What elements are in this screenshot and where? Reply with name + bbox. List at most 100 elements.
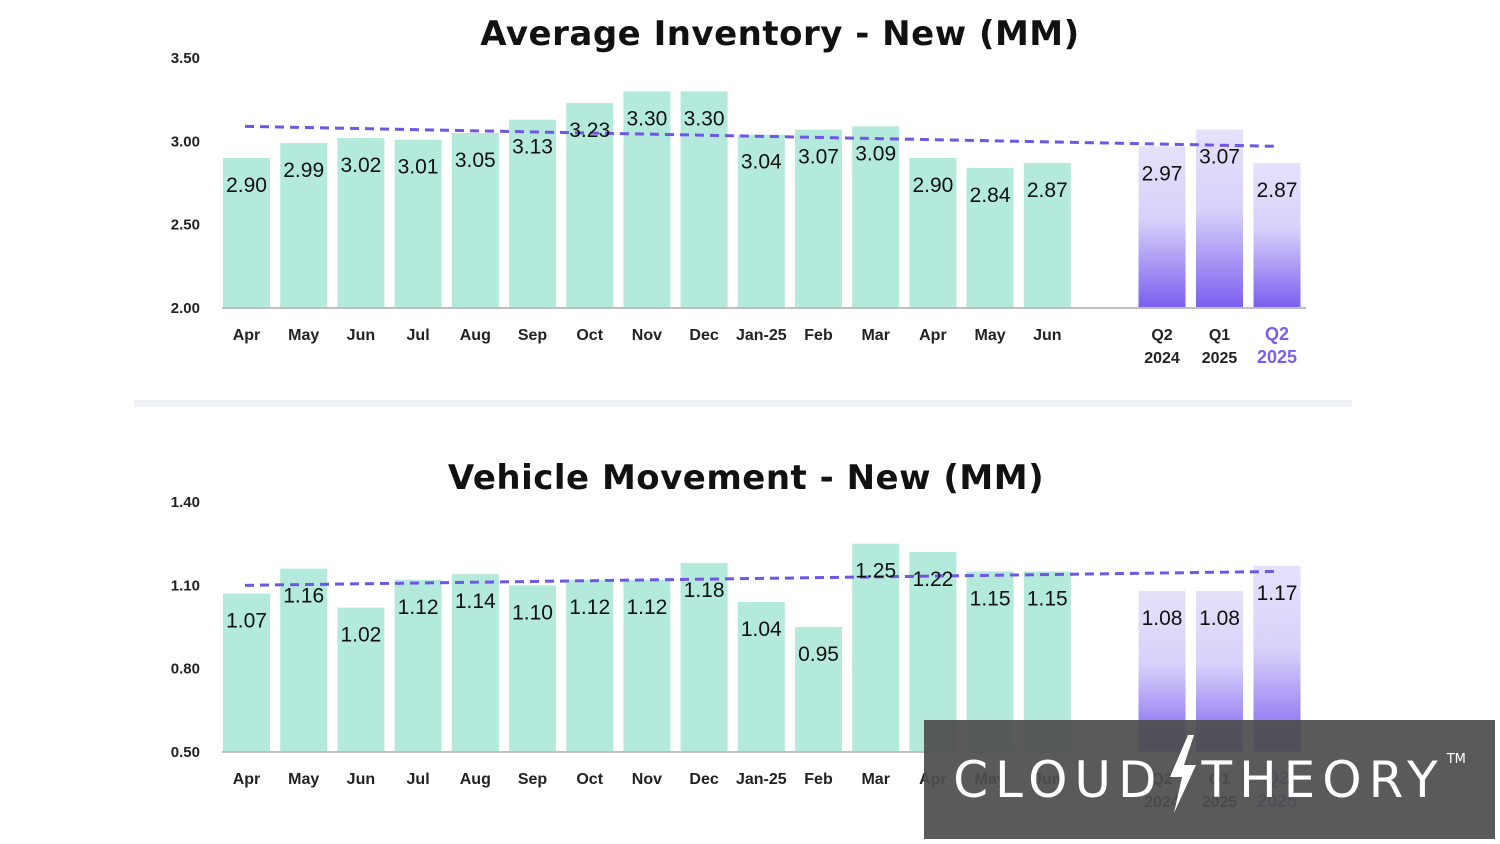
data-label: 1.12 xyxy=(626,596,667,619)
x-tick-label: Mar xyxy=(861,771,889,788)
section-divider xyxy=(134,400,1352,407)
y-tick-label: 3.50 xyxy=(171,50,200,67)
x-tick-label: Jun xyxy=(347,771,375,788)
data-label: 2.90 xyxy=(226,174,267,197)
month-bar xyxy=(280,568,328,752)
month-bar xyxy=(680,563,728,752)
month-bar xyxy=(223,593,270,752)
data-label: 2.97 xyxy=(1142,162,1183,185)
data-label: 1.12 xyxy=(398,596,439,619)
x-tick-label: Aug xyxy=(460,327,491,344)
month-bar xyxy=(737,602,785,752)
x-tick-label: Mar xyxy=(861,327,889,344)
month-bar xyxy=(451,133,499,308)
x-tick-label: Jan-25 xyxy=(736,327,787,344)
data-label: 2.84 xyxy=(970,184,1011,207)
data-label: 3.05 xyxy=(455,149,496,172)
data-label: 2.87 xyxy=(1027,179,1068,202)
x-tick-label: Sep xyxy=(518,771,548,788)
month-bar xyxy=(623,579,671,752)
data-label: 3.01 xyxy=(398,156,439,179)
y-tick-label: 0.50 xyxy=(171,744,200,761)
month-bar xyxy=(852,126,900,308)
inventory-chart: 2.00 2.50 3.00 3.50 2.90 2.99 3.02 3.01 3.05 3.13… xyxy=(171,50,1306,367)
x-tick-label: Dec xyxy=(689,327,718,344)
data-label: 3.07 xyxy=(1199,146,1240,169)
x-tick-label: Jun xyxy=(347,327,375,344)
month-bar xyxy=(223,158,270,308)
data-label: 2.90 xyxy=(912,174,953,197)
quarter-bar xyxy=(1196,129,1243,308)
x-tick-label: Apr xyxy=(233,327,261,344)
data-label: 1.10 xyxy=(512,601,553,624)
data-label: 3.23 xyxy=(569,119,610,142)
data-label: 3.13 xyxy=(512,136,553,159)
y-tick-label: 1.10 xyxy=(171,577,200,594)
month-bar xyxy=(737,134,785,308)
x-tick-label: Jul xyxy=(407,327,430,344)
logo-text-cloud: CLOUD xyxy=(953,750,1164,809)
data-label: 2.87 xyxy=(1257,179,1298,202)
month-bar xyxy=(394,139,442,308)
month-bar xyxy=(795,129,842,308)
data-label: 1.18 xyxy=(684,579,725,602)
month-bar xyxy=(795,627,842,752)
data-label: 2.99 xyxy=(283,159,324,182)
x-tick-label: Nov xyxy=(632,327,662,344)
x-tick-label: Nov xyxy=(632,771,662,788)
data-label: 1.12 xyxy=(569,596,610,619)
data-label: 1.25 xyxy=(855,560,896,583)
data-label: 3.09 xyxy=(855,142,896,165)
x-tick-label: Feb xyxy=(804,771,833,788)
chart-title-inventory: Average Inventory - New (MM) xyxy=(480,14,1080,54)
month-bar xyxy=(509,585,556,752)
month-bar xyxy=(509,119,556,309)
data-label: 1.08 xyxy=(1142,607,1183,630)
x-tick-label: Apr xyxy=(919,327,947,344)
data-label: 1.08 xyxy=(1199,607,1240,630)
y-tick-label: 3.00 xyxy=(171,133,200,150)
x-tick-label: May xyxy=(288,771,319,788)
quarter-bar xyxy=(1138,146,1186,308)
x-tick-label: Apr xyxy=(233,771,261,788)
month-bar xyxy=(337,607,385,752)
data-label: 1.14 xyxy=(455,590,496,613)
trend-line xyxy=(244,124,1279,148)
month-bar xyxy=(680,91,728,308)
x-tick-label: May xyxy=(288,327,319,344)
data-label: 3.04 xyxy=(741,151,782,174)
month-bar xyxy=(394,579,442,752)
data-label: 3.02 xyxy=(340,154,381,177)
x-tick-label: May xyxy=(975,327,1006,344)
x-tick-label: Sep xyxy=(518,327,548,344)
month-bar xyxy=(566,579,614,752)
month-bar xyxy=(280,143,328,308)
x-tick-label: Oct xyxy=(576,327,603,344)
x-tick-label: Oct xyxy=(576,771,603,788)
month-bar xyxy=(1023,163,1071,308)
data-label: 1.16 xyxy=(283,585,324,608)
data-label: 1.15 xyxy=(970,587,1011,610)
data-label: 1.04 xyxy=(741,618,782,641)
data-label: 1.15 xyxy=(1027,587,1068,610)
month-bar xyxy=(909,158,957,308)
month-bar xyxy=(623,91,671,308)
y-tick-label: 0.80 xyxy=(171,661,200,678)
quarter-bar xyxy=(1253,163,1301,308)
month-bar xyxy=(451,574,499,752)
data-label: 1.22 xyxy=(912,568,953,591)
month-bar xyxy=(966,168,1014,308)
y-tick-label: 2.00 xyxy=(171,300,200,317)
data-label: 3.30 xyxy=(626,107,667,130)
x-tick-label: Jul xyxy=(407,771,430,788)
data-label: 3.07 xyxy=(798,146,839,169)
x-tick-label: Jun xyxy=(1033,327,1061,344)
logo-text-theory: THEORY xyxy=(1201,750,1445,809)
x-tick-label: Feb xyxy=(804,327,833,344)
data-label: 1.17 xyxy=(1257,582,1298,605)
x-tick-label: Jan-25 xyxy=(736,771,787,788)
data-label: 3.30 xyxy=(684,107,725,130)
logo-trademark: TM xyxy=(1446,752,1466,767)
